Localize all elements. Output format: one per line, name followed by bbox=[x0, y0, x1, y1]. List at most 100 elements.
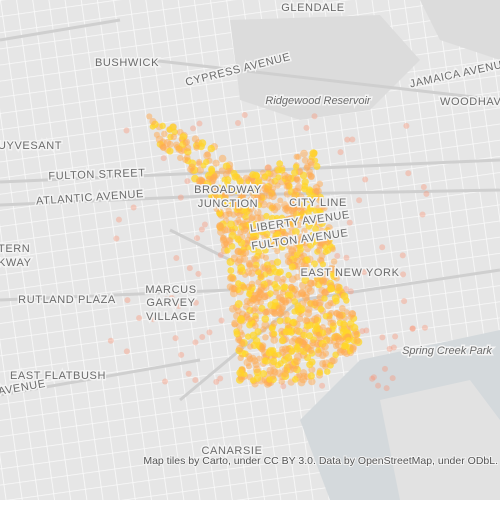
point bbox=[337, 199, 344, 206]
point bbox=[264, 164, 272, 172]
point bbox=[212, 159, 220, 167]
point bbox=[146, 113, 153, 120]
place-label: CANARSIE bbox=[201, 445, 262, 457]
place-label: RUTLAND PLAZA bbox=[18, 294, 116, 306]
point bbox=[213, 378, 220, 385]
point bbox=[235, 204, 243, 212]
point bbox=[266, 376, 273, 383]
point bbox=[239, 220, 247, 228]
point bbox=[279, 289, 286, 296]
point bbox=[242, 225, 250, 233]
point bbox=[343, 297, 350, 304]
point bbox=[297, 305, 306, 314]
point bbox=[273, 275, 281, 282]
place-label: VILLAGE bbox=[146, 311, 196, 323]
point bbox=[177, 154, 184, 162]
point bbox=[188, 163, 196, 171]
point bbox=[207, 144, 215, 153]
point bbox=[326, 315, 333, 322]
point bbox=[303, 317, 311, 325]
point bbox=[253, 214, 262, 222]
point bbox=[321, 342, 329, 351]
point bbox=[190, 125, 197, 132]
point bbox=[249, 354, 257, 362]
point bbox=[298, 207, 305, 215]
point bbox=[274, 182, 281, 189]
point bbox=[265, 236, 272, 244]
point bbox=[261, 315, 270, 323]
point bbox=[329, 319, 337, 327]
point bbox=[271, 236, 278, 243]
point bbox=[235, 280, 242, 287]
place-label: KWAY bbox=[0, 257, 32, 269]
point bbox=[216, 222, 224, 230]
point bbox=[168, 295, 175, 302]
point bbox=[308, 358, 316, 366]
point bbox=[269, 357, 278, 366]
point bbox=[286, 218, 294, 226]
point bbox=[196, 180, 205, 188]
point bbox=[220, 198, 227, 205]
point bbox=[311, 113, 318, 120]
point bbox=[379, 334, 386, 341]
point bbox=[136, 315, 143, 322]
point bbox=[269, 169, 278, 178]
point bbox=[319, 261, 327, 268]
point bbox=[317, 305, 325, 313]
point bbox=[230, 169, 238, 177]
point bbox=[270, 366, 278, 374]
point bbox=[329, 356, 338, 365]
points bbox=[107, 112, 430, 392]
point bbox=[192, 339, 199, 346]
point bbox=[240, 283, 247, 290]
point bbox=[194, 235, 201, 242]
point bbox=[255, 248, 263, 256]
point bbox=[274, 248, 281, 255]
point bbox=[299, 339, 308, 348]
point bbox=[245, 259, 254, 268]
point bbox=[313, 325, 321, 333]
point bbox=[193, 144, 200, 151]
point bbox=[236, 323, 243, 330]
point bbox=[322, 363, 329, 370]
marsh bbox=[380, 380, 500, 500]
point bbox=[293, 153, 300, 160]
point bbox=[211, 187, 220, 196]
point bbox=[268, 325, 276, 332]
point bbox=[291, 375, 299, 383]
point bbox=[325, 327, 333, 334]
point bbox=[261, 357, 269, 365]
point bbox=[242, 174, 250, 182]
point bbox=[307, 372, 315, 380]
point bbox=[284, 291, 292, 299]
point bbox=[409, 325, 416, 332]
point bbox=[213, 204, 222, 213]
point bbox=[257, 298, 265, 306]
point bbox=[304, 209, 312, 217]
point bbox=[277, 197, 284, 204]
point bbox=[306, 240, 315, 249]
point bbox=[260, 326, 267, 333]
point bbox=[236, 211, 243, 219]
point bbox=[224, 247, 231, 254]
point bbox=[375, 382, 382, 389]
point bbox=[250, 307, 258, 315]
point bbox=[304, 305, 313, 314]
point bbox=[282, 328, 290, 336]
point bbox=[227, 220, 236, 229]
point bbox=[297, 246, 305, 253]
point bbox=[268, 188, 276, 196]
point bbox=[379, 244, 386, 251]
place-label: BROADWAY bbox=[194, 184, 262, 196]
point bbox=[301, 156, 309, 164]
point bbox=[291, 308, 298, 315]
point bbox=[153, 131, 160, 138]
point bbox=[205, 175, 213, 183]
point bbox=[213, 199, 222, 207]
point bbox=[175, 145, 183, 153]
point bbox=[178, 351, 185, 358]
point bbox=[284, 322, 291, 329]
point bbox=[259, 200, 268, 209]
point bbox=[322, 269, 331, 277]
point bbox=[303, 217, 311, 226]
